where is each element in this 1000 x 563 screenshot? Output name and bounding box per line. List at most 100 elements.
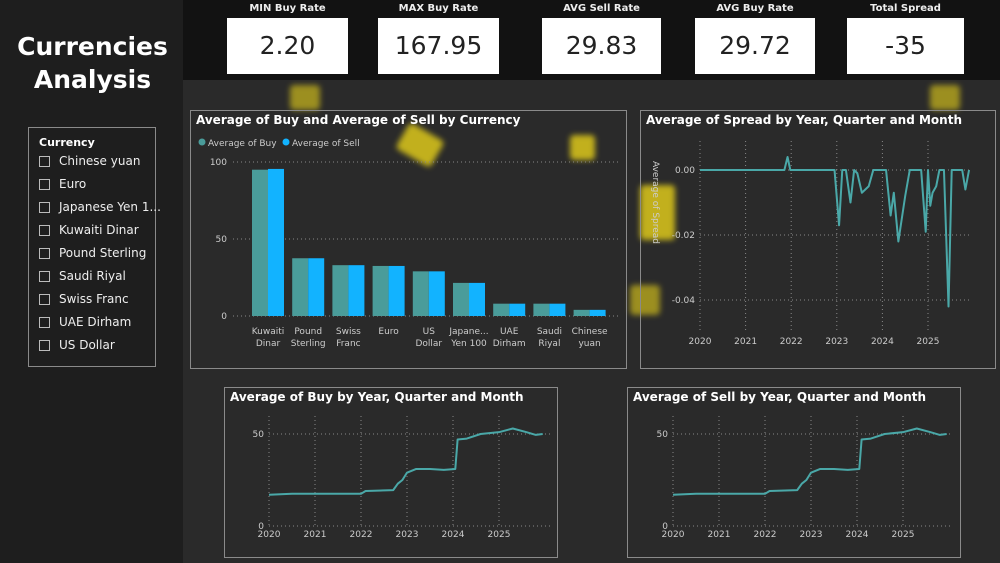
slicer-item-label: Chinese yuan: [59, 154, 141, 168]
bar-chart-svg: Average of Buy Average of Sell 0 50 100 Kuwai…: [198, 138, 619, 349]
x-tick-label: Kuwaiti: [252, 327, 285, 337]
legend-marker: [198, 138, 206, 146]
chart-title: Average of Spread by Year, Quarter and M…: [646, 113, 962, 127]
bar-buy[interactable]: [372, 265, 389, 316]
sell-over-time-chart[interactable]: Average of Sell by Year, Quarter and Mon…: [627, 387, 961, 558]
x-tick-label: Japane...: [448, 327, 488, 337]
bar-sell[interactable]: [469, 282, 485, 316]
legend-label[interactable]: Average of Buy: [208, 139, 277, 149]
left-panel: [0, 0, 183, 563]
slicer-item-label: US Dollar: [59, 338, 115, 352]
x-tick-label: 2021: [734, 337, 757, 347]
x-tick-label: 2021: [304, 530, 327, 540]
slicer-item-label: Swiss Franc: [59, 292, 129, 306]
checkbox[interactable]: [39, 178, 50, 190]
series-line[interactable]: [672, 427, 947, 496]
slicer-item[interactable]: US Dollar: [39, 338, 115, 352]
line-chart-svg: 2020 2021 2022 2023 2024 2025 0.00 -0.02 -0.04 Av…: [650, 141, 971, 347]
x-tick-label: Franc: [336, 339, 360, 349]
decorative-gold-shape: [630, 285, 660, 315]
x-tick-label: Dirham: [493, 339, 526, 349]
bar-buy[interactable]: [292, 258, 309, 316]
bar-sell[interactable]: [549, 303, 566, 316]
x-tick-label: 2025: [488, 530, 511, 540]
bar-sell[interactable]: [268, 168, 284, 316]
x-tick-label: 2020: [662, 530, 685, 540]
line-chart-svg: 2020 2021 2022 2023 2024 2025 0 50: [253, 416, 550, 540]
kpi-card-value: 29.83: [542, 18, 661, 74]
bar-buy[interactable]: [252, 169, 268, 316]
kpi-label: MAX Buy Rate: [398, 3, 479, 14]
bar-sell[interactable]: [348, 265, 365, 316]
slicer-item-label: UAE Dirham: [59, 315, 132, 329]
x-tick-label: UAE: [500, 327, 519, 337]
bar-buy[interactable]: [533, 303, 550, 316]
checkbox[interactable]: [39, 224, 50, 236]
kpi-label: AVG Sell Rate: [563, 3, 640, 14]
kpi-label: Total Spread: [870, 3, 941, 14]
y-tick-label: 0: [221, 312, 227, 322]
slicer-item[interactable]: Euro: [39, 177, 86, 191]
x-tick-label: 2024: [871, 337, 894, 347]
checkbox[interactable]: [39, 293, 50, 305]
slicer-item-label: Pound Sterling: [59, 246, 147, 260]
bar-buy[interactable]: [412, 271, 429, 316]
bar-sell[interactable]: [428, 271, 445, 316]
slicer-item[interactable]: Kuwaiti Dinar: [39, 223, 139, 237]
line-chart-svg: 2020 2021 2022 2023 2024 2025 0 50: [657, 416, 953, 540]
x-tick-label: Sterling: [291, 339, 326, 349]
kpi-label: MIN Buy Rate: [249, 3, 326, 14]
x-tick-label: yuan: [578, 339, 600, 349]
checkbox[interactable]: [39, 201, 50, 213]
x-tick-label: Yen 100: [450, 339, 487, 349]
kpi-label: AVG Buy Rate: [716, 3, 794, 14]
y-tick-label: 50: [216, 235, 228, 245]
x-tick-label: 2025: [892, 530, 915, 540]
checkbox[interactable]: [39, 339, 50, 351]
x-tick-label: US: [423, 327, 436, 337]
slicer-item[interactable]: Chinese yuan: [39, 154, 140, 168]
checkbox[interactable]: [39, 316, 50, 328]
slicer-item[interactable]: Pound Sterling: [39, 246, 146, 260]
bar-sell[interactable]: [589, 309, 606, 316]
legend-label[interactable]: Average of Sell: [292, 139, 360, 149]
series-line[interactable]: [700, 156, 971, 308]
spread-over-time-chart[interactable]: Average of Spread by Year, Quarter and M…: [640, 110, 996, 369]
slicer-header: Currency: [39, 136, 95, 149]
chart-title: Average of Buy by Year, Quarter and Mont…: [230, 390, 524, 404]
y-tick-label: 0: [662, 522, 668, 532]
x-tick-label: Chinese: [572, 327, 608, 337]
slicer-item-label: Japanese Yen 1...: [59, 200, 161, 214]
checkbox[interactable]: [39, 155, 50, 167]
bar-sell[interactable]: [509, 303, 526, 316]
slicer-item[interactable]: Saudi Riyal: [39, 269, 126, 283]
currency-slicer[interactable]: Currency Chinese yuan Euro Japanese Yen 1.…: [28, 127, 161, 367]
decorative-gold-shape: [640, 185, 675, 240]
bar-buy[interactable]: [493, 303, 510, 316]
bar-sell[interactable]: [308, 258, 325, 316]
y-tick-label: 0.00: [675, 166, 695, 176]
bar-sell[interactable]: [388, 265, 405, 316]
x-tick-label: Swiss: [336, 327, 361, 337]
y-tick-label: 0: [258, 522, 264, 532]
y-tick-label: -0.02: [672, 231, 695, 241]
checkbox[interactable]: [39, 270, 50, 282]
x-tick-label: Dinar: [256, 339, 281, 349]
bar-buy[interactable]: [453, 282, 469, 316]
slicer-item[interactable]: UAE Dirham: [39, 315, 131, 329]
bar-buy[interactable]: [332, 265, 349, 316]
bar-buy[interactable]: [573, 309, 590, 316]
x-tick-label: 2023: [396, 530, 419, 540]
slicer-item-label: Kuwaiti Dinar: [59, 223, 139, 237]
buy-over-time-chart[interactable]: Average of Buy by Year, Quarter and Mont…: [224, 387, 558, 558]
series-line[interactable]: [268, 427, 543, 496]
slicer-item[interactable]: Japanese Yen 1...: [39, 200, 161, 214]
slicer-item[interactable]: Swiss Franc: [39, 292, 129, 306]
x-tick-label: 2022: [350, 530, 373, 540]
buy-sell-by-currency-chart[interactable]: Average of Buy and Average of Sell by Cu…: [190, 110, 627, 369]
x-tick-label: Saudi: [537, 327, 562, 337]
slicer-item-label: Saudi Riyal: [59, 269, 126, 283]
x-tick-label: 2020: [689, 337, 712, 347]
y-tick-label: -0.04: [672, 296, 696, 306]
checkbox[interactable]: [39, 247, 50, 259]
